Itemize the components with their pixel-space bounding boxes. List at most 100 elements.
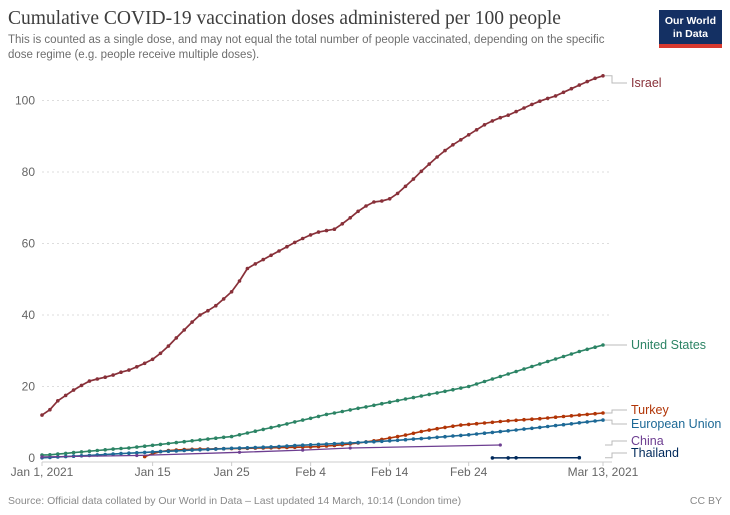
- series-marker-european-union: [601, 418, 605, 422]
- series-marker-israel: [182, 328, 186, 332]
- series-line-turkey: [144, 412, 604, 458]
- y-axis-tick-label: 60: [22, 237, 36, 251]
- series-marker-israel: [79, 383, 84, 388]
- series-marker-european-union: [182, 448, 186, 453]
- series-marker-united-states: [427, 392, 432, 397]
- series-marker-israel: [451, 143, 455, 147]
- series-marker-united-states: [206, 437, 210, 441]
- series-line-israel: [41, 74, 604, 416]
- series-marker-israel: [538, 99, 542, 103]
- series-marker-european-union: [300, 443, 305, 448]
- series-marker-israel: [48, 407, 52, 412]
- series-marker-china: [40, 455, 44, 459]
- series-marker-united-states: [324, 412, 329, 417]
- series-marker-turkey: [427, 428, 432, 432]
- chart-subtitle: This is counted as a single dose, and ma…: [8, 34, 605, 62]
- series-marker-turkey: [498, 419, 503, 424]
- series-marker-israel: [553, 94, 558, 98]
- series-marker-china: [135, 453, 139, 458]
- series-marker-united-states: [435, 391, 439, 395]
- series-marker-turkey: [466, 422, 471, 427]
- logo-line1: Our World: [664, 15, 716, 27]
- series-marker-united-states: [490, 377, 495, 381]
- series-marker-united-states: [577, 349, 582, 354]
- series-marker-european-union: [593, 419, 597, 423]
- y-axis-tick-label: 20: [22, 380, 36, 394]
- owid-logo[interactable]: Our World in Data: [658, 10, 722, 49]
- series-marker-united-states: [174, 440, 179, 445]
- series-marker-united-states: [111, 447, 115, 451]
- y-axis-tick-label: 40: [22, 308, 36, 322]
- series-marker-united-states: [553, 357, 558, 361]
- series-marker-united-states: [71, 450, 76, 455]
- series-marker-israel: [395, 191, 400, 196]
- series-marker-european-union: [356, 440, 360, 445]
- series-marker-united-states: [585, 347, 589, 352]
- series-marker-european-union: [158, 449, 163, 454]
- series-marker-european-union: [364, 440, 368, 444]
- series-marker-european-union: [411, 437, 416, 441]
- series-marker-european-union: [253, 445, 258, 450]
- series-marker-israel: [316, 230, 321, 234]
- series-marker-israel: [324, 228, 329, 233]
- series-marker-european-union: [538, 425, 542, 430]
- series-marker-united-states: [269, 425, 273, 430]
- series-marker-israel: [198, 313, 202, 317]
- series-marker-european-union: [490, 430, 495, 435]
- series-marker-israel: [498, 115, 503, 120]
- series-line-china: [41, 444, 501, 458]
- series-marker-european-union: [127, 451, 131, 456]
- series-label-turkey: Turkey: [631, 403, 669, 417]
- series-marker-turkey: [585, 412, 589, 417]
- label-connector-turkey: [605, 409, 627, 414]
- series-marker-israel: [166, 344, 171, 348]
- series-marker-israel: [514, 109, 518, 114]
- series-marker-united-states: [340, 409, 345, 414]
- series-marker-israel: [593, 76, 597, 81]
- chart-title: Cumulative COVID-19 vaccination doses ad…: [8, 8, 561, 29]
- series-marker-european-union: [403, 437, 408, 442]
- series-marker-united-states: [348, 408, 353, 412]
- series-marker-european-union: [514, 428, 518, 432]
- series-marker-israel: [387, 197, 392, 201]
- series-marker-european-union: [577, 421, 582, 425]
- series-marker-united-states: [593, 345, 597, 350]
- series-marker-united-states: [182, 439, 186, 444]
- series-marker-united-states: [190, 439, 194, 443]
- series-marker-united-states: [451, 387, 455, 392]
- series-marker-israel: [364, 204, 368, 208]
- series-marker-israel: [506, 113, 511, 117]
- series-marker-israel: [569, 86, 574, 91]
- series-marker-united-states: [293, 420, 297, 424]
- y-axis-tick-label: 100: [15, 94, 35, 108]
- series-marker-israel: [561, 90, 566, 95]
- series-marker-israel: [269, 253, 273, 258]
- series-marker-european-union: [348, 441, 353, 445]
- series-label-china: China: [631, 434, 664, 448]
- series-marker-united-states: [459, 386, 463, 390]
- series-marker-israel: [277, 249, 281, 253]
- license-badge[interactable]: CC BY: [689, 495, 722, 507]
- series-marker-israel: [459, 138, 463, 142]
- series-marker-israel: [221, 297, 226, 301]
- series-marker-united-states: [522, 367, 526, 371]
- series-marker-european-union: [150, 450, 155, 454]
- series-marker-european-union: [451, 434, 455, 438]
- series-marker-united-states: [150, 443, 155, 448]
- series-marker-united-states: [395, 398, 400, 403]
- series-marker-european-union: [142, 450, 147, 455]
- series-marker-european-union: [443, 434, 447, 439]
- series-line-european-union: [41, 419, 604, 459]
- series-marker-united-states: [79, 450, 84, 454]
- series-marker-european-union: [419, 436, 424, 441]
- series-marker-united-states: [474, 382, 479, 386]
- series-marker-israel: [545, 96, 550, 101]
- series-marker-united-states: [277, 424, 281, 428]
- series-marker-israel: [214, 303, 218, 308]
- series-marker-european-union: [324, 442, 329, 446]
- series-marker-israel: [127, 368, 131, 372]
- series-marker-israel: [308, 233, 313, 237]
- series-marker-united-states: [538, 362, 542, 366]
- series-marker-thailand: [506, 456, 511, 460]
